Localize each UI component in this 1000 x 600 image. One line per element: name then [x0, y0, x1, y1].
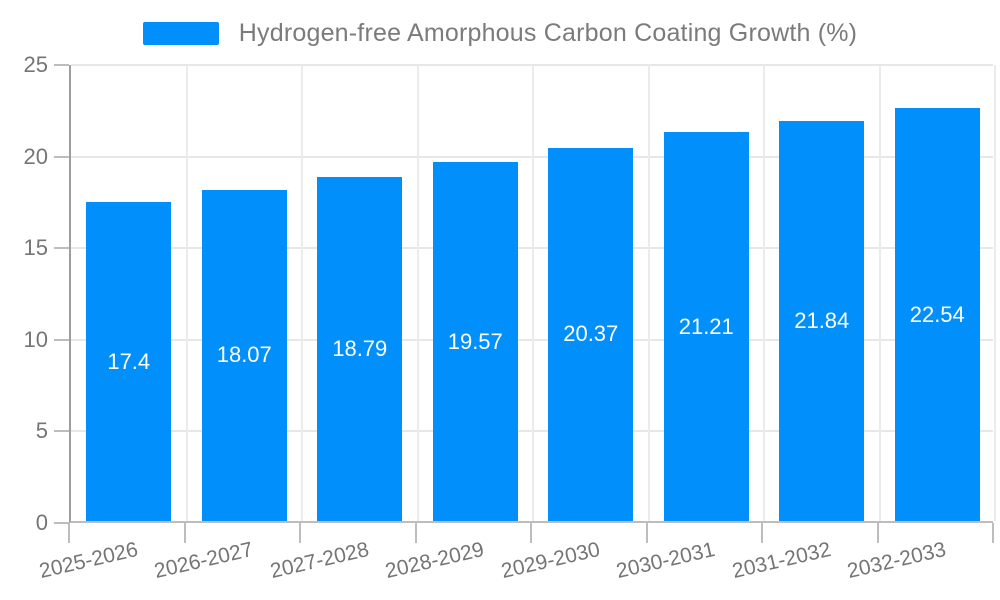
y-tick-label: 15: [23, 235, 48, 261]
bar[interactable]: [548, 147, 634, 521]
x-gridline: [301, 65, 303, 521]
bar-value-label: 20.37: [563, 321, 619, 347]
y-tick-mark: [54, 64, 69, 66]
bar[interactable]: [779, 120, 865, 521]
x-tick-mark: [645, 523, 648, 543]
bar-value-label: 17.4: [107, 348, 151, 374]
x-tick-mark: [992, 523, 994, 543]
x-gridline: [763, 65, 765, 521]
x-gridline: [878, 65, 881, 521]
bar[interactable]: [317, 176, 403, 521]
x-tick-mark: [183, 523, 186, 543]
y-tick-label: 25: [23, 52, 48, 77]
x-tick-mark: [530, 523, 532, 543]
y-tick-mark: [54, 155, 69, 158]
bar-value-label: 21.21: [678, 313, 734, 339]
bar-value-label: 22.54: [909, 301, 965, 327]
x-gridline: [994, 65, 996, 521]
x-tick-mark: [761, 523, 763, 543]
x-tick-mark: [68, 523, 70, 543]
bar[interactable]: [432, 162, 518, 521]
bar-value-label: 18.79: [332, 335, 388, 361]
y-tick-mark: [54, 430, 69, 433]
x-tick-mark: [299, 523, 301, 543]
x-tick-mark: [414, 523, 417, 543]
y-tick-label: 20: [23, 143, 48, 169]
y-tick-mark: [54, 247, 69, 250]
x-gridline: [416, 65, 419, 521]
bar-value-label: 18.07: [216, 342, 272, 368]
bar[interactable]: [663, 132, 749, 521]
y-tick-mark: [54, 338, 69, 341]
bar[interactable]: [86, 202, 172, 521]
y-tick-mark: [54, 522, 69, 524]
x-gridline: [185, 65, 188, 521]
y-tick-label: 5: [35, 418, 48, 444]
y-tick-label: 10: [23, 326, 48, 352]
bar[interactable]: [201, 189, 287, 521]
bar-value-label: 21.84: [794, 307, 850, 333]
y-tick-label: 0: [35, 510, 48, 535]
plot-area: 17.4 18.07 18.79 19.57 20.37 21.21 21.84 22.54: [69, 64, 996, 523]
legend-swatch-icon: [142, 22, 219, 45]
bar-value-label: 19.57: [447, 328, 503, 354]
x-gridline: [647, 65, 650, 521]
legend-label: Hydrogen-free Amorphous Carbon Coating G…: [238, 19, 858, 47]
x-gridline: [532, 65, 534, 521]
chart-legend[interactable]: Hydrogen-free Amorphous Carbon Coating G…: [0, 19, 1000, 48]
x-tick-mark: [876, 523, 879, 543]
bar[interactable]: [894, 108, 980, 521]
